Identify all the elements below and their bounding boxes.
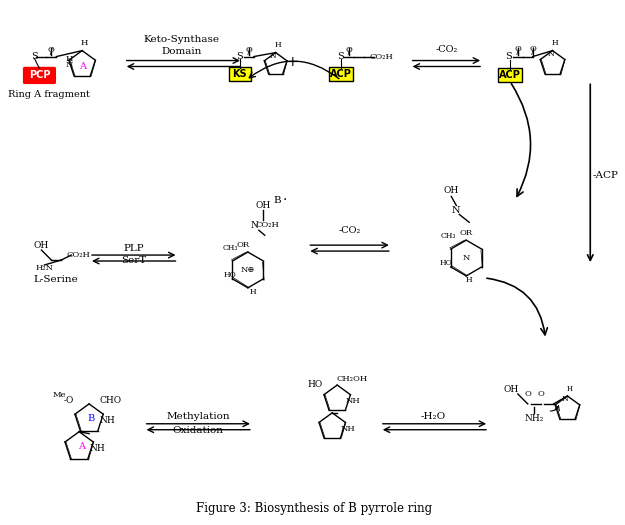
Text: O: O	[529, 45, 536, 52]
Text: CH₃: CH₃	[441, 232, 456, 240]
Text: OH: OH	[444, 186, 459, 195]
FancyArrowPatch shape	[487, 278, 548, 335]
FancyArrowPatch shape	[551, 406, 559, 411]
Text: H: H	[66, 55, 73, 62]
Text: H: H	[466, 276, 472, 284]
FancyBboxPatch shape	[229, 68, 251, 81]
Text: H: H	[274, 40, 281, 49]
Text: S: S	[506, 52, 512, 61]
Text: CO₂H: CO₂H	[370, 52, 394, 60]
Text: NH: NH	[346, 397, 361, 405]
Text: OR: OR	[459, 229, 472, 237]
Text: N: N	[562, 395, 569, 403]
FancyArrowPatch shape	[249, 61, 339, 79]
Text: OR: OR	[236, 241, 249, 249]
Text: O: O	[346, 46, 352, 54]
Text: O: O	[538, 390, 544, 398]
Text: S: S	[236, 52, 243, 61]
Text: OH: OH	[34, 240, 49, 249]
Text: O: O	[524, 390, 531, 398]
Text: S: S	[31, 52, 38, 61]
Text: +: +	[287, 55, 298, 69]
Text: PLP: PLP	[123, 244, 144, 253]
Text: Oxidation: Oxidation	[173, 426, 224, 435]
Text: NH: NH	[89, 444, 105, 453]
Text: N: N	[251, 221, 259, 230]
Text: -H₂O: -H₂O	[421, 412, 446, 422]
Text: L-Serine: L-Serine	[34, 276, 79, 285]
Text: CO₂H: CO₂H	[66, 251, 90, 259]
Text: B: B	[88, 414, 95, 423]
Text: S: S	[337, 52, 344, 61]
Text: H: H	[81, 39, 88, 47]
Text: ·: ·	[282, 194, 287, 207]
Text: H₂N: H₂N	[36, 264, 53, 272]
Text: N: N	[462, 254, 470, 262]
Text: HO: HO	[224, 271, 236, 279]
Text: N⊕: N⊕	[241, 266, 255, 274]
FancyBboxPatch shape	[329, 68, 353, 81]
Text: H: H	[566, 385, 572, 393]
Text: B: B	[274, 196, 281, 205]
Text: H: H	[551, 39, 558, 47]
FancyArrowPatch shape	[511, 83, 531, 196]
Text: O: O	[246, 46, 252, 54]
Text: HO: HO	[440, 259, 452, 267]
Text: KS: KS	[232, 69, 248, 79]
Text: CH₂OH: CH₂OH	[336, 375, 367, 383]
Text: -CO₂: -CO₂	[339, 226, 361, 235]
Text: CH₃: CH₃	[222, 244, 238, 252]
Text: O: O	[514, 45, 521, 52]
FancyBboxPatch shape	[498, 68, 522, 82]
Text: HO: HO	[308, 380, 323, 388]
Text: Ring A fragment: Ring A fragment	[9, 90, 91, 99]
Text: Figure 3: Biosynthesis of B pyrrole ring: Figure 3: Biosynthesis of B pyrrole ring	[196, 501, 432, 514]
Text: CO₂H: CO₂H	[256, 221, 279, 229]
FancyBboxPatch shape	[24, 68, 56, 83]
Text: -O: -O	[64, 396, 74, 405]
Text: N: N	[66, 60, 73, 68]
Text: Me: Me	[52, 391, 66, 399]
Text: N: N	[269, 51, 276, 59]
Text: Domain: Domain	[161, 47, 202, 56]
Text: NH₂: NH₂	[524, 414, 543, 423]
Text: CHO: CHO	[100, 396, 122, 405]
Text: A: A	[78, 442, 84, 451]
Text: NH: NH	[99, 416, 115, 425]
Text: SerT: SerT	[121, 256, 146, 265]
Text: OH: OH	[255, 201, 271, 210]
Text: ACP: ACP	[330, 69, 352, 79]
Text: Keto-Synthase: Keto-Synthase	[143, 35, 219, 44]
Text: -CO₂: -CO₂	[435, 45, 457, 54]
Text: O: O	[48, 46, 55, 54]
Text: A: A	[79, 62, 86, 71]
Text: N: N	[452, 206, 461, 215]
Text: N: N	[548, 49, 554, 58]
Text: ACP: ACP	[499, 70, 521, 80]
Text: -ACP: -ACP	[592, 171, 618, 180]
Text: OH: OH	[503, 384, 519, 394]
Text: NH: NH	[341, 425, 356, 433]
Text: H: H	[249, 288, 256, 296]
Text: Methylation: Methylation	[166, 412, 230, 422]
Text: PCP: PCP	[29, 70, 50, 80]
